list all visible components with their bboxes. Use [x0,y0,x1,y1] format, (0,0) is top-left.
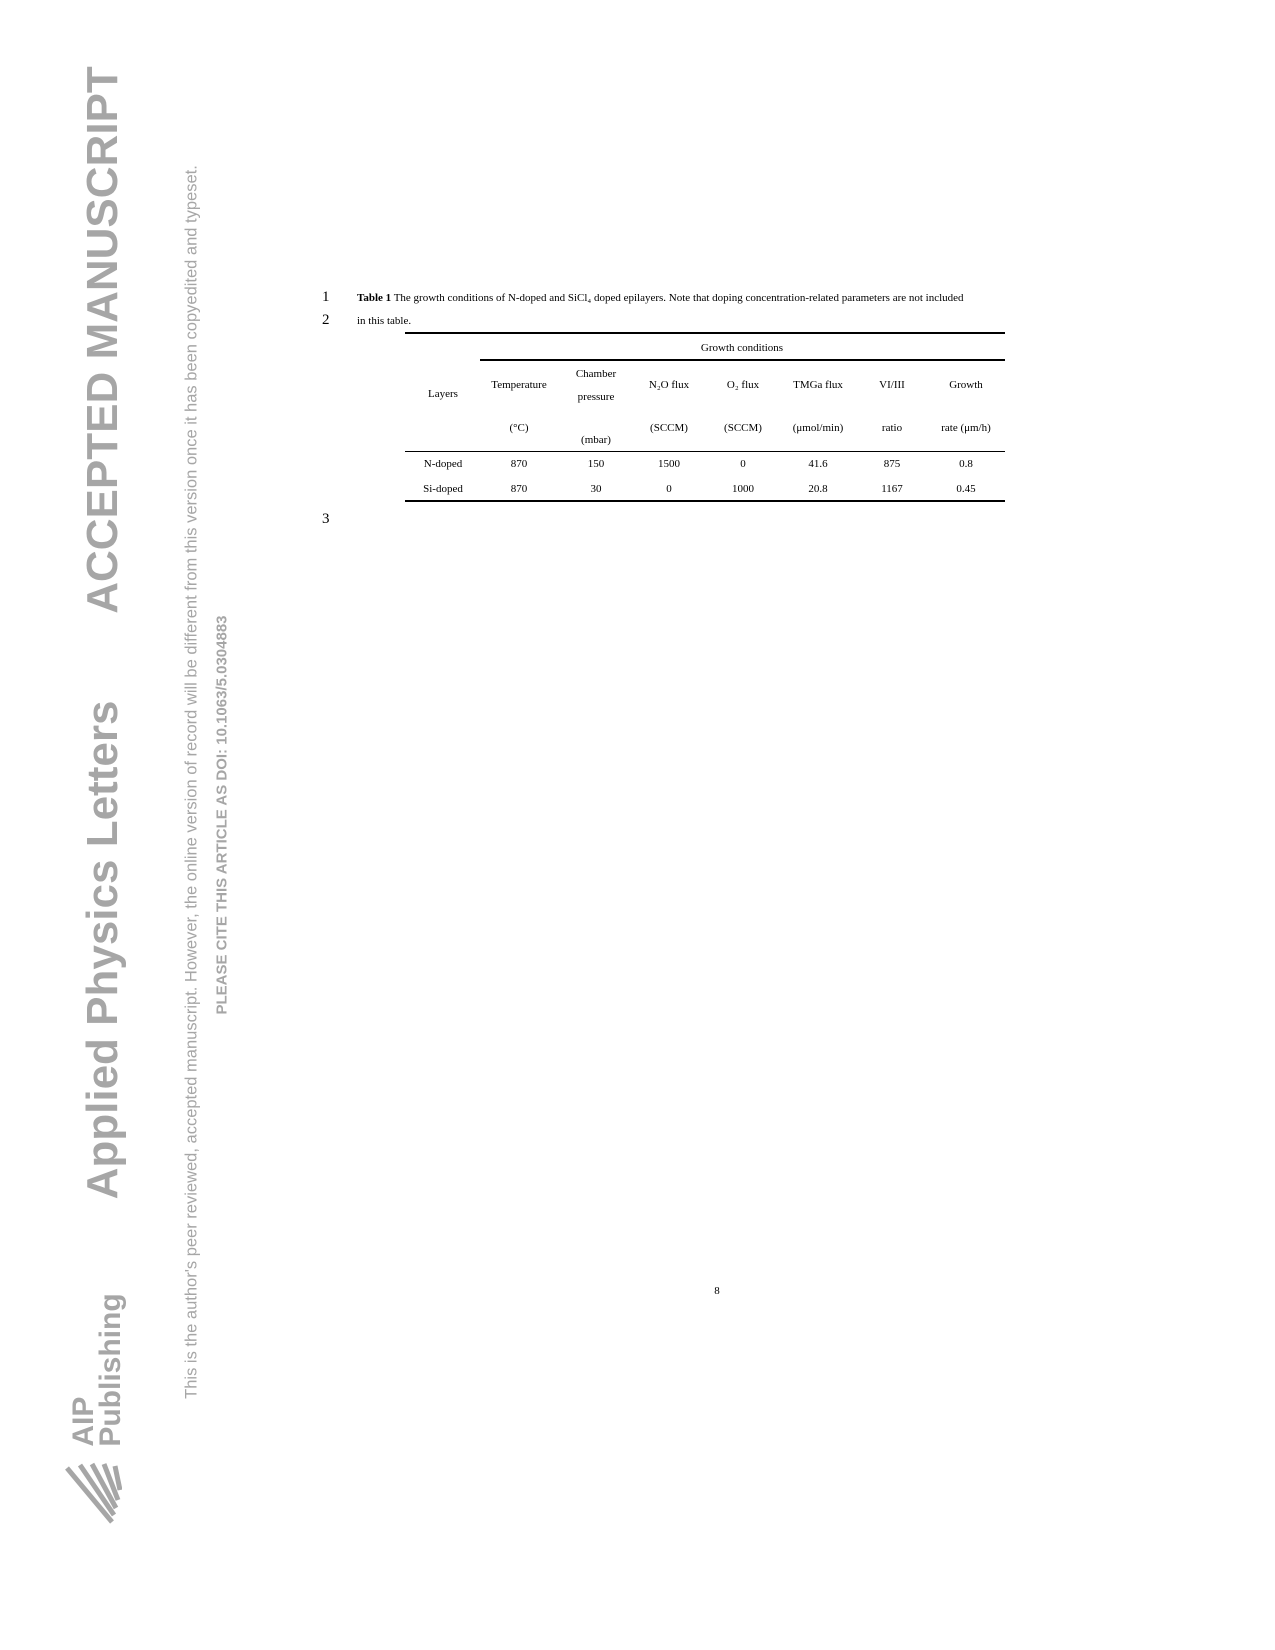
accepted-manuscript-watermark: ACCEPTED MANUSCRIPT [78,66,127,614]
table-bottom-rule [405,500,1005,502]
column-header-temperature-unit: (°C) [509,422,529,434]
table-cell: N-doped [423,458,463,470]
table-cell: 0 [666,483,672,495]
column-header-vi-iii-2: ratio [881,422,903,434]
manuscript-notice: This is the author's peer reviewed, acce… [182,165,201,1399]
table-cell: 870 [510,483,528,495]
line-number: 2 [322,312,330,328]
line-number: 1 [322,289,330,305]
column-header-chamber: Chamber [575,368,617,380]
table-cell: 20.8 [808,483,828,495]
cite-doi: PLEASE CITE THIS ARTICLE AS DOI: 10.1063… [213,615,231,1015]
table-cell: 1167 [881,483,903,495]
page-number: 8 [714,1285,720,1297]
column-header-o2-unit: (SCCM) [724,422,762,434]
column-header-growth: Growth [949,379,983,391]
table-cell: 41.6 [808,458,828,470]
column-header-growth-unit: rate (μm/h) [941,422,991,434]
line-number: 3 [322,511,330,527]
column-header-n2o: N₂O flux [648,379,690,391]
table-cell: 870 [510,458,528,470]
table-top-rule [405,332,1005,334]
table-cell: 0 [740,458,746,470]
column-header-vi-iii: VI/III [879,379,905,391]
column-header-tmga-unit: (μmol/min) [792,422,844,434]
column-header-chamber-2: pressure [577,391,615,403]
journal-name: Applied Physics Letters [78,700,127,1200]
table-cell: 150 [587,458,605,470]
group-header-rule [480,359,1005,361]
table-cell: 1500 [658,458,680,470]
column-header-chamber-unit: (mbar) [581,434,611,446]
caption-label: Table 1 [357,292,392,304]
header-rule [405,451,1005,452]
table-caption: Table 1 The growth conditions of N-doped… [357,292,964,304]
table-cell: 30 [590,483,602,495]
column-header-tmga: TMGa flux [793,379,843,391]
table-cell: Si-doped [423,483,463,495]
aip-logo-icon [65,1462,122,1524]
table-cell: 1000 [732,483,754,495]
table-cell: 0.8 [959,458,973,470]
publisher-line2: Publishing [94,1293,127,1447]
publisher-logo-text: AIP Publishing [67,1293,127,1447]
caption-text-line2: in this table. [357,315,412,327]
column-header-layers: Layers [428,388,458,400]
column-header-temperature: Temperature [491,379,547,391]
column-header-o2: O₂ flux [726,379,760,391]
column-header-n2o-unit: (SCCM) [650,422,688,434]
caption-text: The growth conditions of N-doped and SiC… [391,292,964,304]
group-header: Growth conditions [700,342,784,354]
table-cell: 875 [883,458,901,470]
table-cell: 0.45 [956,483,976,495]
publisher-line1: AIP [67,1396,100,1447]
